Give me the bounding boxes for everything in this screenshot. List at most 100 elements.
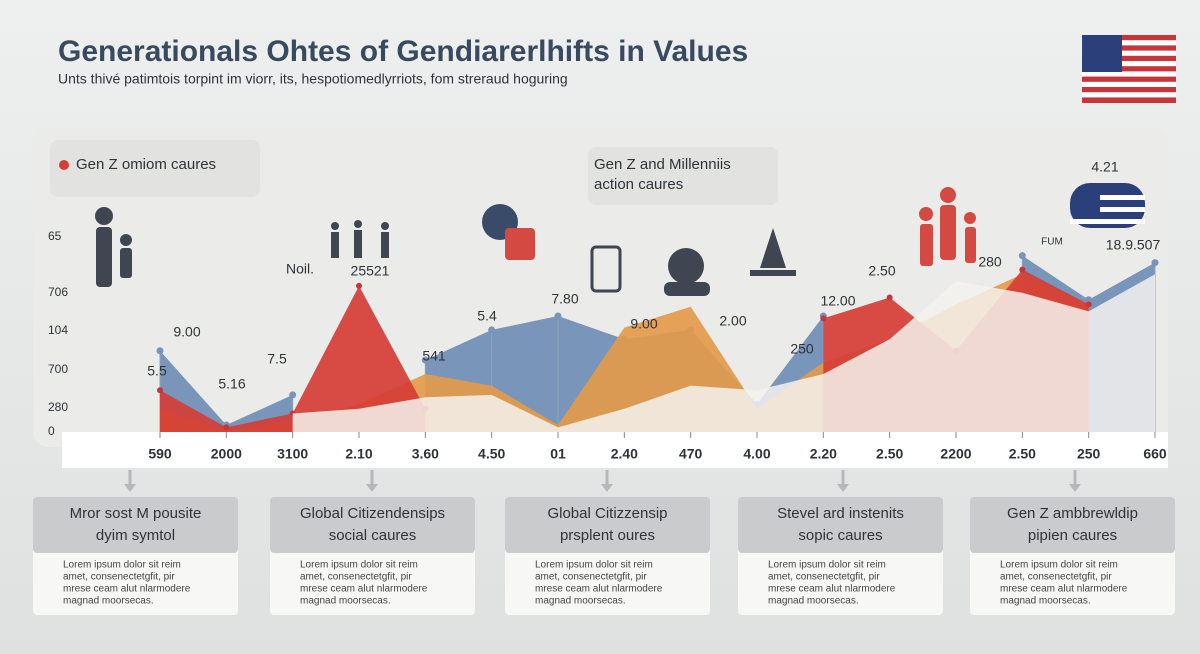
- card-title: Gen Z ambbrewldip: [1007, 505, 1138, 522]
- axis-strip: [62, 432, 1168, 468]
- data-label: FUM: [1041, 237, 1063, 248]
- data-label: 2.00: [719, 313, 746, 329]
- title: Generationals Ohtes of Gendiarerlhifts i…: [58, 35, 748, 68]
- card-body: Lorem ipsum dolor sit reim: [768, 560, 886, 571]
- card-title: Global Citizendensips: [300, 505, 445, 522]
- legend-swatch: [59, 160, 69, 170]
- card-title: social caures: [329, 527, 417, 544]
- x-tick-label: 4.50: [478, 446, 505, 462]
- card-body: amet, consenectetgfit, pir: [535, 572, 647, 583]
- card-body: mrese ceam alut nlarmodere: [535, 584, 663, 595]
- legend-box: [588, 147, 778, 205]
- data-label: 18.9.507: [1106, 237, 1161, 253]
- point: [223, 424, 230, 431]
- area: [292, 274, 1156, 432]
- card-body: mrese ceam alut nlarmodere: [300, 584, 428, 595]
- card-body: Lorem ipsum dolor sit reim: [1000, 560, 1118, 571]
- card-title: Stevel ard instenits: [777, 505, 904, 522]
- point: [1018, 252, 1026, 260]
- data-label: Noil.: [286, 261, 314, 277]
- point: [356, 282, 362, 289]
- data-label: 5.5: [147, 363, 167, 379]
- x-tick-label: 660: [1143, 446, 1167, 462]
- data-label: 250: [790, 341, 814, 357]
- y-axis-label: 0: [48, 424, 55, 438]
- card-body: magnad moorsecas.: [300, 596, 391, 607]
- point: [1085, 296, 1093, 304]
- point: [554, 312, 562, 320]
- card-title: pipien caures: [1028, 527, 1117, 544]
- x-tick-label: 2.50: [1009, 446, 1036, 462]
- card-header: [270, 497, 475, 553]
- data-label: 4.21: [1091, 159, 1118, 175]
- legend-label: Gen Z and Millenniis action caures: [594, 156, 731, 193]
- card-title: Global Citizzensip: [547, 505, 667, 522]
- card-body: Lorem ipsum dolor sit reim: [63, 560, 181, 571]
- x-tick-label: 3.60: [412, 446, 439, 462]
- point: [1085, 301, 1092, 308]
- point: [289, 391, 297, 399]
- point: [1019, 266, 1026, 273]
- arrow-head: [837, 484, 849, 492]
- data-label: 541: [422, 348, 446, 364]
- point: [886, 294, 893, 301]
- subtitle: Unts thivé patimtois torpint im viorr, i…: [58, 71, 568, 87]
- point: [421, 356, 429, 364]
- arrow-head: [601, 484, 613, 492]
- x-tick-label: 470: [679, 446, 703, 462]
- x-tick-label: 2200: [940, 446, 971, 462]
- x-tick-label: 4.00: [743, 446, 770, 462]
- point: [1151, 259, 1159, 267]
- card-body: amet, consenectetgfit, pir: [768, 572, 880, 583]
- point: [156, 347, 164, 355]
- card-header: [505, 497, 710, 553]
- card-body: mrese ceam alut nlarmodere: [1000, 584, 1128, 595]
- x-tick-label: 01: [550, 446, 566, 462]
- card-body: Lorem ipsum dolor sit reim: [300, 560, 418, 571]
- data-label: 9.00: [630, 316, 657, 332]
- data-label: 280: [978, 254, 1002, 270]
- data-label: 12.00: [820, 293, 855, 309]
- point: [488, 326, 496, 334]
- area: [160, 285, 426, 432]
- card-header: [738, 497, 943, 553]
- data-label: 9.00: [173, 324, 200, 340]
- x-tick-label: 3100: [277, 446, 308, 462]
- icons: [95, 183, 1145, 296]
- card-body: magnad moorsecas.: [768, 596, 859, 607]
- arrow-head: [1069, 484, 1081, 492]
- y-axis-label: 280: [48, 400, 68, 414]
- card-title: dyim symtol: [96, 527, 175, 544]
- card-header: [33, 497, 238, 553]
- data-label: 7.5: [267, 351, 287, 367]
- plot: [156, 252, 1159, 432]
- y-axis-label: 700: [48, 362, 68, 376]
- data-label: 2.50: [868, 263, 895, 279]
- y-axis-label: 104: [48, 323, 68, 337]
- card-body: magnad moorsecas.: [63, 596, 154, 607]
- data-label: 7.80: [551, 291, 578, 307]
- card-body: Lorem ipsum dolor sit reim: [535, 560, 653, 571]
- card-title: sopic caures: [798, 527, 882, 544]
- card-header: [970, 497, 1175, 553]
- card-title: prsplent oures: [560, 527, 655, 544]
- y-axis-label: 65: [48, 229, 62, 243]
- x-tick-label: 2.10: [345, 446, 372, 462]
- flag: [1082, 35, 1176, 103]
- data-label: 25521: [351, 263, 390, 279]
- card-body: amet, consenectetgfit, pir: [1000, 572, 1112, 583]
- x-tick-label: 2000: [211, 446, 242, 462]
- point: [157, 387, 163, 394]
- arrow-head: [124, 484, 136, 492]
- x-tick-label: 2.40: [611, 446, 638, 462]
- x-tick-label: 2.50: [876, 446, 903, 462]
- y-axis-label: 706: [48, 285, 68, 299]
- x-tick-label: 590: [148, 446, 172, 462]
- card-title: Mror sost M pousite: [70, 505, 202, 522]
- card-body: amet, consenectetgfit, pir: [300, 572, 412, 583]
- data-label: 5.4: [477, 308, 497, 324]
- card-body: magnad moorsecas.: [1000, 596, 1091, 607]
- card-body: mrese ceam alut nlarmodere: [63, 584, 191, 595]
